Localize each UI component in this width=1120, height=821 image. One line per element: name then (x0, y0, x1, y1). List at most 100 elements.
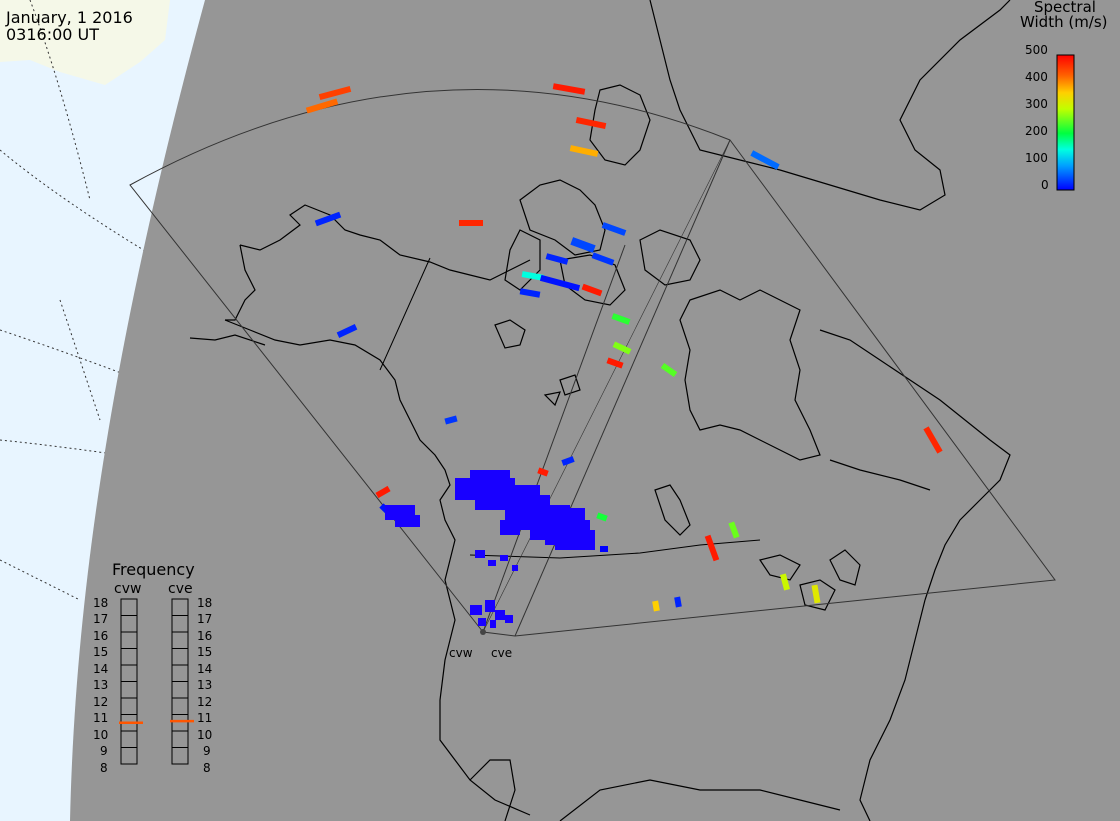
echo-cluster-cell (512, 565, 518, 571)
echo-cell (674, 596, 682, 608)
backscatter-echoes (305, 83, 943, 628)
outer-land (0, 0, 170, 85)
echo-cell (660, 362, 678, 378)
colorbar-title-line1: Spectral (1034, 0, 1096, 16)
colorbar-title-line2: Width (m/s) (1020, 13, 1108, 31)
echo-cluster-cell (505, 615, 513, 623)
frequency-title: Frequency (112, 560, 195, 579)
echo-cell (596, 512, 608, 522)
freq-label-left: 9 (100, 744, 108, 758)
echo-cluster-cell (395, 515, 420, 527)
time-label: 0316:00 UT (6, 25, 99, 44)
freq-label-right: 15 (197, 645, 212, 659)
echo-cell (728, 521, 740, 539)
echo-cell (561, 456, 575, 466)
date-label: January, 1 2016 (5, 8, 133, 27)
echo-cell (375, 485, 391, 499)
freq-label-left: 18 (93, 596, 108, 610)
freq-label-right: 13 (197, 678, 212, 692)
fov-line-cve-left (514, 139, 731, 637)
alaska-canada-border (379, 257, 431, 371)
freq-label-left: 13 (93, 678, 108, 692)
echo-cell (545, 253, 569, 265)
echo-cluster-cell (490, 620, 496, 628)
echo-cell (811, 584, 821, 604)
echo-cluster-cell (475, 500, 500, 510)
freq-label-left: 8 (100, 761, 108, 775)
echo-cell (569, 145, 599, 157)
freq-label-right: 16 (197, 629, 212, 643)
echo-cell (552, 83, 586, 95)
freq-label-left: 14 (93, 662, 108, 676)
echo-cluster-cell (500, 555, 508, 561)
colorbar-tick: 500 (1025, 43, 1048, 57)
freq-label-left: 15 (93, 645, 108, 659)
canada-us-border (469, 539, 761, 559)
echo-cluster-cell (495, 610, 505, 620)
colorbar-tick: 100 (1025, 151, 1048, 165)
echo-cell (539, 274, 581, 292)
freq-label-right: 17 (197, 612, 212, 626)
freq-label-right: 9 (203, 744, 211, 758)
freq-label-left: 17 (93, 612, 108, 626)
freq-label-left: 16 (93, 629, 108, 643)
echo-cluster-cell (478, 618, 486, 626)
colorbar-tick: 0 (1041, 178, 1049, 192)
echo-cell (750, 150, 780, 170)
colorbar-tick: 300 (1025, 97, 1048, 111)
echo-cell (570, 237, 596, 253)
echo-cell (600, 546, 608, 552)
site-label-cvw: cvw (449, 646, 473, 660)
freq-label-left: 10 (93, 728, 108, 742)
frequency-scale: 18 17 16 15 14 13 12 11 10 9 8 18 17 16 … (93, 596, 212, 775)
colorbar-tick: 200 (1025, 124, 1048, 138)
echo-cell (521, 271, 545, 281)
echo-cluster-cell (488, 560, 496, 566)
radar-site-marker (480, 629, 486, 635)
frequency-panel: Frequency cvw cve 18 17 16 15 14 13 12 1… (93, 560, 212, 775)
site-label-cve: cve (491, 646, 512, 660)
echo-cluster-cell (500, 520, 520, 535)
frequency-radar-cve: cve (168, 581, 193, 597)
colorbar-tick: 400 (1025, 70, 1048, 84)
echo-cell (611, 313, 631, 325)
echo-cell (652, 600, 660, 612)
echo-cell (591, 252, 615, 266)
echo-cluster-cell (485, 600, 495, 612)
echo-cell (581, 283, 603, 297)
echo-cell (305, 98, 339, 114)
frequency-ladders (119, 598, 194, 765)
echo-cell (606, 357, 624, 369)
map-disc (70, 0, 1120, 821)
freq-label-right: 12 (197, 695, 212, 709)
freq-label-right: 10 (197, 728, 212, 742)
fov-line-beam (482, 139, 731, 633)
echo-cell (318, 85, 352, 101)
freq-label-right: 14 (197, 662, 212, 676)
echo-cell (923, 426, 943, 454)
freq-label-left: 12 (93, 695, 108, 709)
fov-outline-outer (129, 88, 1056, 637)
echo-cell (444, 415, 458, 425)
echo-cluster-cell (565, 508, 585, 538)
echo-cluster-cell (470, 605, 482, 615)
colorbar-gradient (1056, 54, 1075, 191)
echo-cell (704, 534, 720, 562)
echo-cell (612, 341, 632, 355)
echo-cell (537, 467, 549, 477)
echo-cell (780, 573, 790, 591)
freq-label-right: 8 (203, 761, 211, 775)
echo-cell (459, 220, 483, 226)
echo-cell (601, 222, 627, 236)
echo-cell (575, 116, 607, 130)
fov-outlines (129, 88, 1056, 637)
echo-cell (336, 324, 358, 338)
colorbar-ticks: 500 400 300 200 100 0 (1025, 43, 1049, 192)
echo-cluster-cell (475, 550, 485, 558)
freq-label-left: 11 (93, 711, 108, 725)
political-boundaries (379, 257, 761, 559)
echo-cell (314, 211, 342, 227)
freq-label-right: 18 (197, 596, 212, 610)
fov-line-cvw-right (482, 244, 626, 633)
